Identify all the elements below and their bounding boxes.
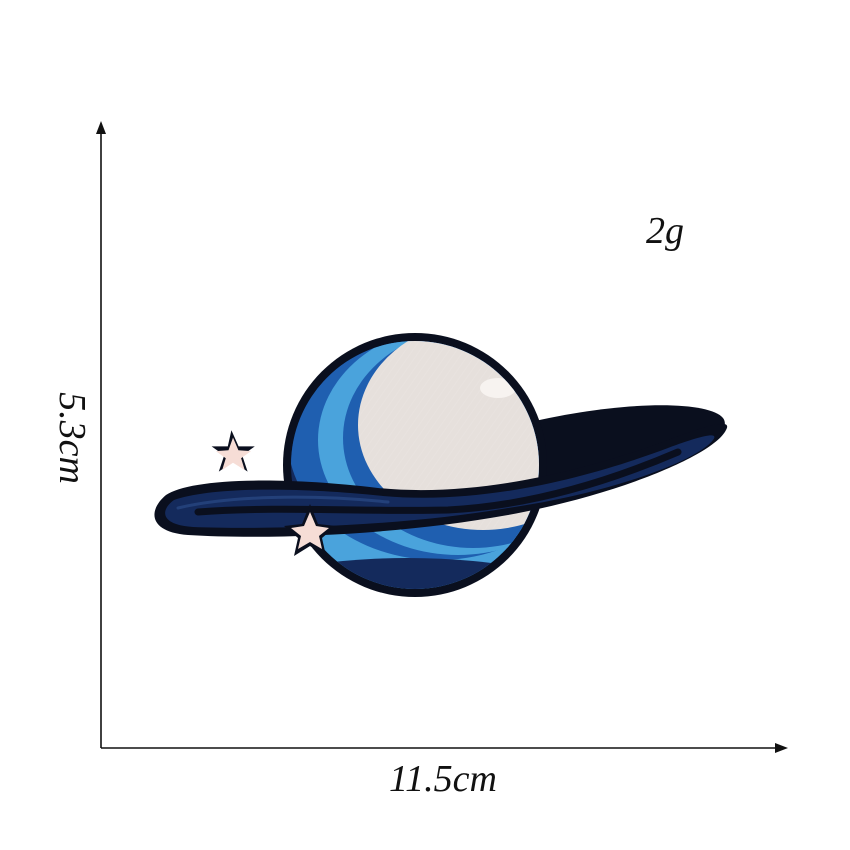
horizontal-axis-arrow bbox=[775, 743, 788, 753]
ring-front bbox=[154, 423, 728, 537]
star-icon bbox=[211, 430, 255, 472]
width-label: 11.5cm bbox=[389, 758, 497, 800]
star-icon bbox=[284, 504, 336, 556]
height-label: 5.3cm bbox=[51, 392, 93, 484]
weight-label: 2g bbox=[646, 210, 684, 252]
planet-patch-icon bbox=[154, 333, 728, 597]
vertical-axis-arrow bbox=[96, 121, 106, 134]
